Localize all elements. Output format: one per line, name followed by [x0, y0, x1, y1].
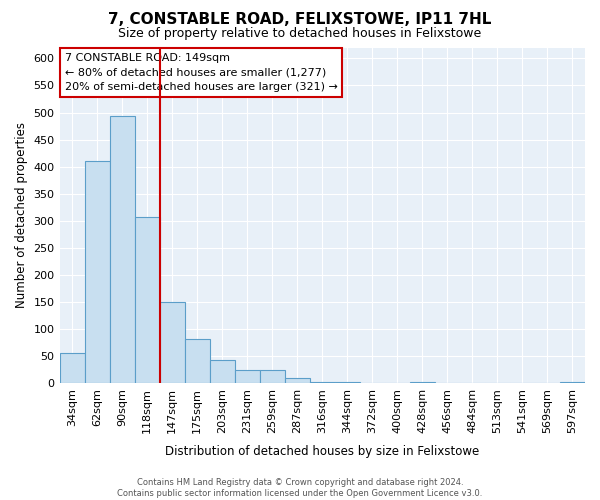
Text: Size of property relative to detached houses in Felixstowe: Size of property relative to detached ho… — [118, 28, 482, 40]
Bar — [235, 370, 260, 384]
Text: 7, CONSTABLE ROAD, FELIXSTOWE, IP11 7HL: 7, CONSTABLE ROAD, FELIXSTOWE, IP11 7HL — [109, 12, 491, 28]
Bar — [160, 302, 185, 384]
Text: Contains HM Land Registry data © Crown copyright and database right 2024.
Contai: Contains HM Land Registry data © Crown c… — [118, 478, 482, 498]
Bar — [560, 382, 585, 384]
Bar — [335, 382, 360, 384]
Bar — [209, 360, 235, 384]
Y-axis label: Number of detached properties: Number of detached properties — [15, 122, 28, 308]
Bar — [134, 216, 160, 384]
Bar — [260, 370, 285, 384]
Bar — [185, 339, 209, 384]
Bar — [410, 382, 435, 384]
Bar — [310, 382, 335, 384]
Bar — [59, 352, 85, 384]
Bar — [110, 116, 134, 384]
X-axis label: Distribution of detached houses by size in Felixstowe: Distribution of detached houses by size … — [165, 444, 479, 458]
Bar — [85, 162, 110, 384]
Text: 7 CONSTABLE ROAD: 149sqm
← 80% of detached houses are smaller (1,277)
20% of sem: 7 CONSTABLE ROAD: 149sqm ← 80% of detach… — [65, 52, 338, 92]
Bar — [285, 378, 310, 384]
